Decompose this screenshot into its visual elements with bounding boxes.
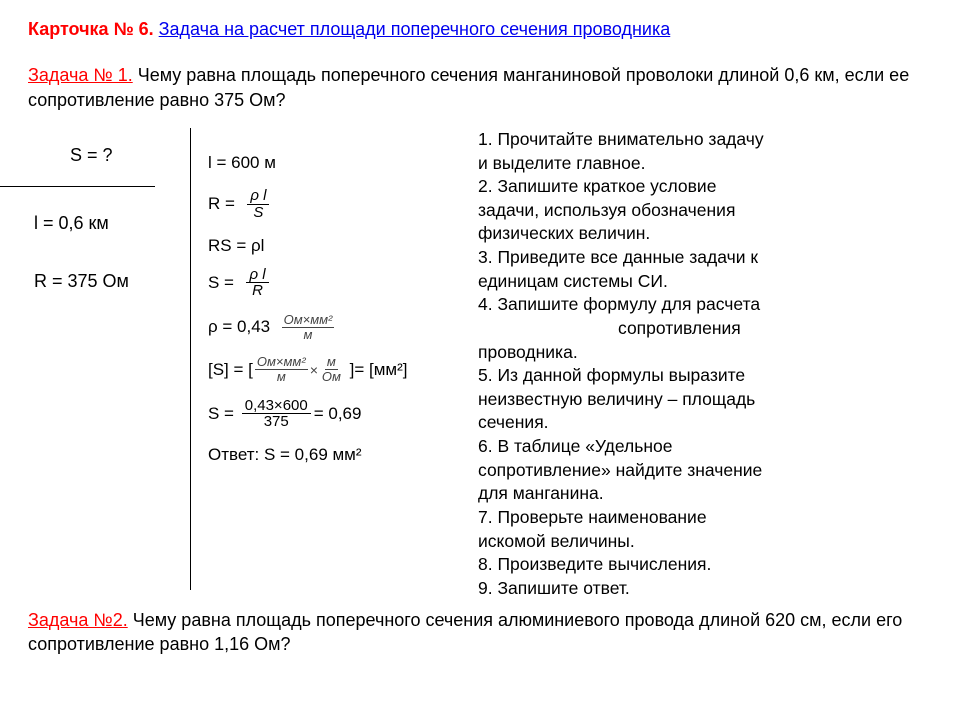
solution-column: l = 600 м R = ρ lS RS = ρl S = ρ lR ρ = … [178,126,478,596]
card-number: Карточка № 6. [28,19,154,39]
step-2b: задачи, используя обозначения [478,199,946,223]
step-9: 9. Запишите ответ. [478,577,946,601]
step-6a: 6. В таблице «Удельное [478,435,946,459]
sol-rho: ρ = 0,43 Ом×мм²м [208,313,478,341]
step-6b: сопротивление» найдите значение [478,459,946,483]
step-4a: 4. Запишите формулу для расчета [478,293,946,317]
step-2a: 2. Запишите краткое условие [478,175,946,199]
step-7a: 7. Проверьте наименование [478,506,946,530]
sol-si-length: l = 600 м [208,152,478,174]
vertical-divider [190,128,191,590]
step-8: 8. Произведите вычисления. [478,553,946,577]
card-title: Задача на расчет площади поперечного сеч… [159,19,671,39]
sol-formula-S: S = ρ lR [208,267,478,300]
given-resistance: R = 375 Ом [34,270,178,293]
step-3a: 3. Приведите все данные задачи к [478,246,946,270]
given-separator [0,186,155,187]
given-length: l = 0,6 км [34,212,178,235]
find-value: S = ? [70,144,178,167]
step-6c: для манганина. [478,482,946,506]
sol-dimension: [S] = [ Ом×мм²м × мОм ]= [мм²] [208,355,478,383]
step-4c: проводника. [478,341,946,365]
sol-formula-R: R = ρ lS [208,188,478,221]
task-1-text: Чему равна площадь поперечного сечения м… [28,65,909,109]
step-5b: неизвестную величину – площадь [478,388,946,412]
step-1a: 1. Прочитайте внимательно задачу [478,128,946,152]
task-2-text: Чему равна площадь поперечного сечения а… [28,610,902,654]
header: Карточка № 6. Задача на расчет площади п… [28,18,946,41]
task-2-lead: Задача №2. [28,610,128,630]
steps-column: 1. Прочитайте внимательно задачу и выдел… [478,126,946,596]
step-4b: сопротивления [478,317,946,341]
step-7b: искомой величины. [478,530,946,554]
given-column: S = ? l = 0,6 км R = 375 Ом [28,126,178,596]
sol-answer: Ответ: S = 0,69 мм² [208,444,478,466]
step-5c: сечения. [478,411,946,435]
step-1b: и выделите главное. [478,152,946,176]
worked-solution: S = ? l = 0,6 км R = 375 Ом l = 600 м R … [28,126,946,596]
task-1: Задача № 1. Чему равна площадь поперечно… [28,63,946,112]
step-5a: 5. Из данной формулы выразите [478,364,946,388]
sol-calc: S = 0,43×600375 = 0,69 [208,398,478,431]
sol-transform: RS = ρl [208,235,478,257]
task-2: Задача №2. Чему равна площадь поперечног… [28,608,946,657]
step-2c: физических величин. [478,222,946,246]
step-3b: единицам системы СИ. [478,270,946,294]
task-1-lead: Задача № 1. [28,65,133,85]
